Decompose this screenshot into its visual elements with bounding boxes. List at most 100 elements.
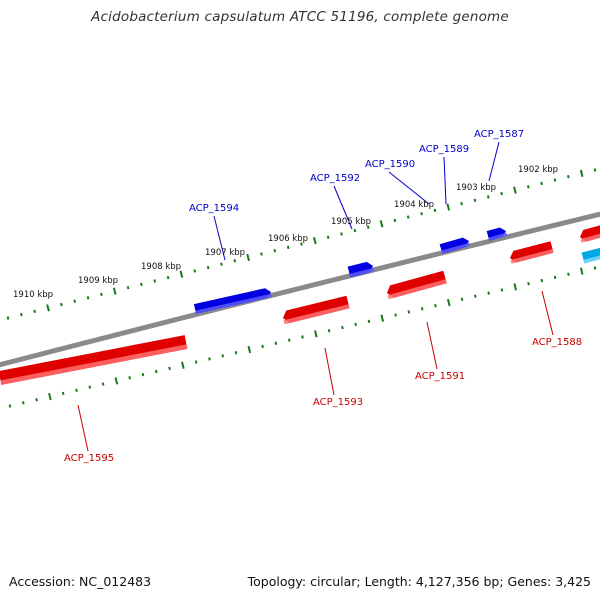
inner-scale-track [8, 266, 597, 408]
outer-scale-tick-6 [86, 296, 90, 300]
inner-scale-tick-7 [101, 382, 105, 386]
scale-labels: 1910 kbp 1909 kbp 1908 kbp 1907 kbp 1906 kbp… [13, 165, 558, 300]
gene-label-forward-2: ACP_1590 [365, 159, 415, 170]
inner-scale-tick-13 [181, 361, 185, 369]
scale-label-7: 1903 kbp [456, 183, 496, 193]
inner-scale-tick-15 [208, 357, 211, 361]
outer-scale-tick-27 [366, 225, 370, 229]
gene-acp-1590-shade [441, 242, 471, 254]
gene-acp-1591-body [387, 270, 447, 298]
outer-scale-tick-15 [206, 265, 210, 270]
inner-scale-tick-20 [274, 341, 278, 345]
inner-scale-tick-28 [380, 314, 385, 322]
inner-scale-tick-11 [154, 369, 158, 374]
scale-label-1: 1909 kbp [78, 276, 118, 286]
inner-scale-tick-26 [354, 322, 357, 327]
leader-forward-1 [333, 185, 353, 230]
gene-acp-1591-shade [387, 279, 447, 300]
inner-scale-tick-43 [579, 267, 584, 275]
inner-scale-tick-8 [114, 377, 119, 385]
inner-scale-tick-44 [593, 266, 597, 270]
outer-scale-tick-18 [246, 253, 250, 262]
leader-forward-4 [488, 141, 500, 182]
gene-acp-1587 [486, 227, 508, 241]
topology-summary-text: Topology: circular; Length: 4,127,356 bp… [247, 574, 591, 589]
outer-scale-tick-20 [273, 249, 277, 253]
outer-scale-tick-32 [433, 208, 437, 213]
outer-scale-tick-30 [406, 215, 410, 219]
outer-scale-tick-22 [300, 242, 303, 246]
leader-forward-0 [213, 215, 226, 261]
inner-scale-tick-21 [287, 338, 291, 342]
outer-scale-tick-14 [193, 269, 197, 273]
label-leader-lines [77, 141, 554, 452]
outer-scale-tick-44 [593, 168, 597, 172]
inner-scale-tick-35 [474, 294, 477, 298]
gene-acp-1591 [387, 270, 447, 300]
scale-label-4: 1906 kbp [268, 234, 308, 244]
gene-edge-cyan-shade [583, 255, 600, 264]
gene-label-forward-3: ACP_1589 [419, 144, 469, 155]
leader-reverse-1 [324, 347, 335, 396]
inner-scale-tick-5 [75, 388, 78, 393]
gene-acp-1594-shade [195, 293, 273, 314]
gene-features [0, 225, 600, 385]
gene-edge-red-shade [580, 233, 600, 243]
outer-scale-tick-37 [500, 191, 503, 196]
leader-reverse-3 [541, 290, 554, 336]
inner-scale-tick-14 [194, 360, 198, 364]
scale-label-3: 1907 kbp [205, 248, 245, 258]
inner-scale-tick-34 [460, 297, 464, 302]
inner-scale-tick-19 [261, 344, 264, 349]
gene-acp-1593-shade [283, 304, 350, 325]
gene-acp-1588-shade [510, 249, 554, 264]
outer-scale-tick-40 [540, 181, 543, 186]
outer-scale-tick-41 [553, 178, 557, 182]
gene-acp-1590 [439, 237, 471, 254]
outer-scale-tick-10 [140, 282, 143, 287]
outer-scale-tick-29 [393, 218, 397, 223]
inner-scale-tick-2 [35, 398, 38, 402]
gene-label-reverse-1: ACP_1593 [313, 397, 363, 408]
gene-label-reverse-3: ACP_1588 [532, 337, 582, 348]
outer-scale-tick-17 [233, 259, 237, 263]
leader-reverse-2 [426, 321, 438, 370]
inner-scale-tick-12 [168, 366, 171, 371]
outer-scale-tick-31 [420, 212, 423, 216]
scale-label-0: 1910 kbp [13, 290, 53, 300]
scale-label-8: 1902 kbp [518, 165, 558, 175]
inner-scale-tick-16 [221, 354, 225, 358]
inner-scale-tick-29 [394, 313, 397, 317]
gene-acp-1595 [0, 335, 188, 385]
genome-backbone [0, 211, 600, 368]
outer-scale-tick-42 [566, 175, 570, 179]
inner-scale-tick-3 [48, 392, 52, 401]
outer-scale-tick-24 [326, 235, 330, 239]
outer-scale-tick-13 [179, 270, 184, 278]
inner-scale-tick-31 [420, 307, 424, 311]
outer-scale-tick-36 [486, 195, 490, 199]
inner-scale-tick-4 [61, 391, 65, 396]
outer-scale-tick-4 [60, 302, 63, 307]
inner-scale-tick-27 [367, 319, 371, 324]
outer-scale-tick-19 [260, 252, 263, 256]
outer-scale-tick-34 [460, 201, 463, 206]
inner-scale-tick-40 [540, 278, 544, 283]
inner-scale-tick-22 [301, 335, 304, 339]
outer-scale-track [6, 168, 597, 320]
outer-scale-tick-23 [313, 236, 317, 245]
outer-scale-tick-33 [446, 203, 451, 211]
outer-scale-tick-12 [166, 275, 170, 280]
outer-scale-tick-25 [340, 232, 343, 236]
outer-scale-tick-35 [473, 198, 477, 202]
inner-scale-tick-37 [500, 288, 504, 292]
outer-scale-tick-2 [33, 309, 37, 313]
outer-scale-tick-26 [353, 228, 357, 233]
scale-label-2: 1908 kbp [141, 262, 181, 272]
outer-scale-tick-16 [220, 262, 223, 266]
gene-acp-1594 [193, 288, 273, 314]
gene-acp-1592-shade [349, 267, 375, 278]
scale-label-6: 1904 kbp [394, 200, 434, 210]
inner-scale-tick-23 [314, 330, 318, 338]
